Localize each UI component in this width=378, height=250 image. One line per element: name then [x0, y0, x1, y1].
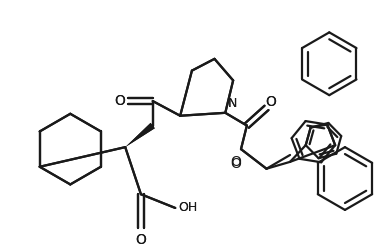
Text: O: O [135, 234, 146, 247]
Text: O: O [114, 94, 125, 108]
Text: O: O [265, 95, 276, 109]
Text: N: N [228, 97, 238, 110]
Text: O: O [231, 155, 242, 169]
Polygon shape [125, 123, 155, 147]
Text: N: N [228, 97, 238, 110]
Text: OH: OH [178, 202, 197, 214]
Text: O: O [114, 94, 125, 108]
Text: OH: OH [178, 202, 197, 214]
Text: O: O [265, 95, 276, 109]
Text: O: O [135, 234, 146, 247]
Polygon shape [125, 123, 155, 147]
Text: O: O [231, 157, 242, 171]
